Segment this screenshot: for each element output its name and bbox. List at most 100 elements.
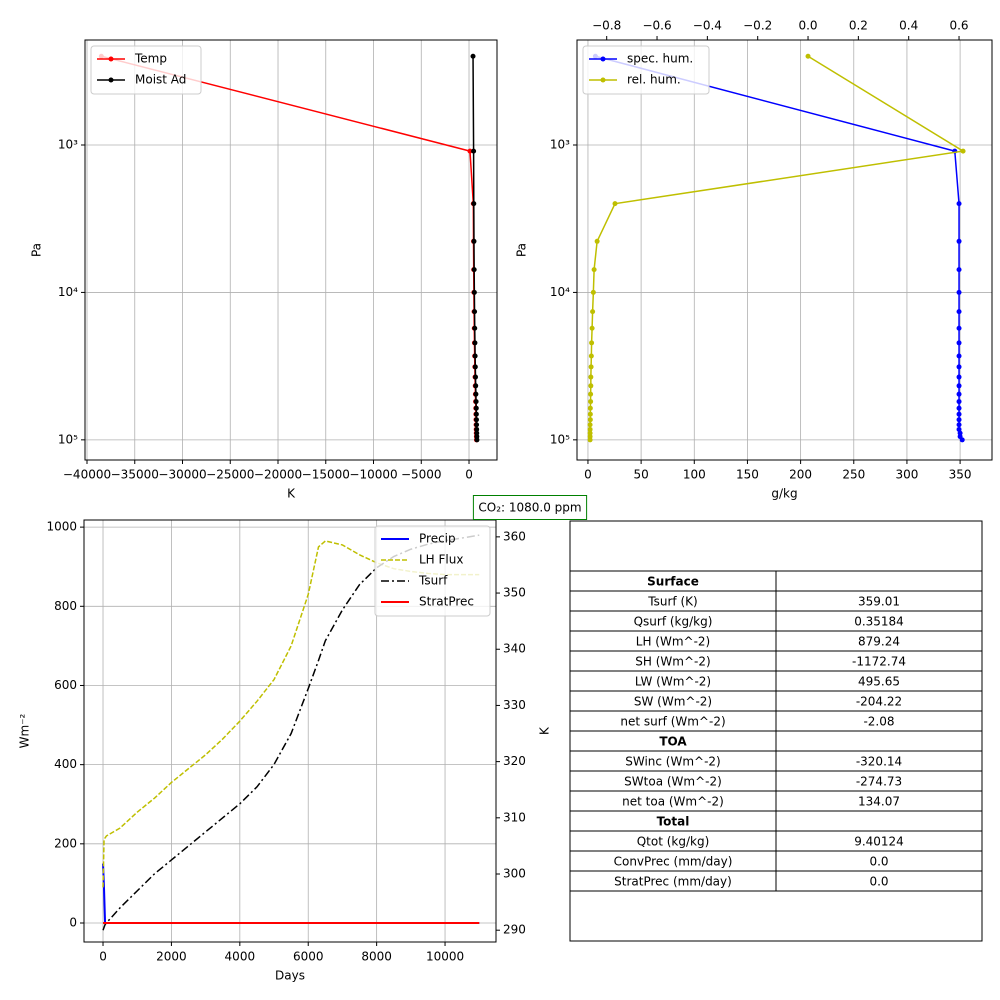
y2-tick-label: 330 <box>503 698 526 712</box>
point <box>956 309 962 315</box>
axes-frame <box>576 39 993 461</box>
point <box>590 309 596 315</box>
x2-tick-label: −0.6 <box>642 19 671 33</box>
point <box>594 238 600 244</box>
point <box>471 267 477 273</box>
table-text: 9.40124 <box>854 835 904 849</box>
point <box>591 267 597 273</box>
legend-label: Tsurf <box>418 574 448 588</box>
table-text: -204.22 <box>856 695 902 709</box>
x-tick-label: 200 <box>789 468 812 482</box>
point <box>473 391 479 397</box>
axes-frame <box>83 519 497 943</box>
point <box>956 399 962 405</box>
point <box>956 417 962 423</box>
point <box>470 53 476 59</box>
y-tick-label: 200 <box>54 836 77 850</box>
legend-box <box>90 45 202 95</box>
legend-label: spec. hum. <box>627 52 693 66</box>
legend-marker <box>600 56 606 62</box>
chart: −40000 −35000 −30000 −25000 −20000 −15000 −100… <box>30 39 498 501</box>
point <box>472 309 478 315</box>
point <box>956 201 962 207</box>
point <box>587 411 593 417</box>
x-tick-label: 300 <box>895 468 918 482</box>
point <box>588 364 594 370</box>
point <box>473 383 479 389</box>
chart: 0 50 100 150 200 250 300 350 −0.8 −0.6 −0.4 −0.2 0.0… <box>515 19 993 501</box>
point <box>589 325 595 331</box>
table-text: net toa (Wm^-2) <box>622 795 724 809</box>
x-tick-label: 150 <box>736 468 759 482</box>
legend-box <box>374 525 491 617</box>
point <box>472 325 478 331</box>
point <box>956 374 962 380</box>
point <box>473 374 479 380</box>
legend-marker <box>108 77 114 83</box>
point <box>957 430 963 436</box>
table-text: 0.0 <box>869 855 888 869</box>
x2-tick-label: −0.2 <box>743 19 772 33</box>
y2-tick-label: 340 <box>503 642 526 656</box>
y2-tick-label: 350 <box>503 586 526 600</box>
plot-area <box>587 53 966 443</box>
x-tick-label: 50 <box>633 468 648 482</box>
annotation: CO₂: 1080.0 ppm <box>478 501 581 515</box>
y-axis-label: Pa <box>515 243 529 257</box>
legend: Precip LH Flux Tsurf StratPrec <box>374 525 491 617</box>
x-tick-label: −35000 <box>111 468 159 482</box>
point <box>587 426 593 432</box>
point <box>587 422 593 428</box>
y-tick-label: 600 <box>54 678 77 692</box>
x-tick-label: 6000 <box>293 950 324 964</box>
x-axis-label: Days <box>275 969 305 983</box>
legend-label: rel. hum. <box>627 73 681 87</box>
table-section: Total <box>657 815 690 829</box>
point <box>472 340 478 346</box>
axes-frame <box>84 39 498 461</box>
plot-area <box>98 53 480 443</box>
point <box>956 422 962 428</box>
point <box>956 411 962 417</box>
x-tick-label: −15000 <box>302 468 350 482</box>
x-tick-label: 0 <box>584 468 592 482</box>
point <box>472 353 478 359</box>
annotation-box <box>472 495 588 520</box>
x-tick-label: −40000 <box>63 468 111 482</box>
x-axis-label: K <box>287 487 296 501</box>
point <box>473 417 479 423</box>
y-tick-label: 10⁵ <box>550 432 570 446</box>
point <box>956 325 962 331</box>
point <box>956 391 962 397</box>
point <box>474 437 480 443</box>
x-tick-label: 250 <box>842 468 865 482</box>
point <box>587 430 593 436</box>
point <box>588 374 594 380</box>
point <box>589 340 595 346</box>
legend-label: Temp <box>134 52 167 66</box>
table-text: Qtot (kg/kg) <box>637 835 710 849</box>
legend-marker <box>600 77 606 83</box>
legend-label: Moist Ad <box>135 73 186 87</box>
table-section: TOA <box>659 735 687 749</box>
x-tick-label: −10000 <box>349 468 397 482</box>
table-text: 359.01 <box>858 595 900 609</box>
legend-label: Precip <box>419 532 456 546</box>
x-tick-label: −25000 <box>206 468 254 482</box>
y-tick-label: 10³ <box>550 137 570 151</box>
point <box>956 353 962 359</box>
x2-tick-label: −0.8 <box>592 19 621 33</box>
table-text: Tsurf (K) <box>647 595 697 609</box>
legend-label: StratPrec <box>419 595 474 609</box>
table-cell <box>775 870 983 892</box>
y-tick-label: 0 <box>69 915 77 929</box>
x-tick-label: −30000 <box>158 468 206 482</box>
point <box>959 437 965 443</box>
point <box>588 399 594 405</box>
table-text: 879.24 <box>858 635 900 649</box>
table-text: Qsurf (kg/kg) <box>634 615 713 629</box>
x-tick-label: −20000 <box>254 468 302 482</box>
y2-tick-label: 290 <box>503 923 526 937</box>
table-text: -274.73 <box>856 775 902 789</box>
point <box>588 383 594 389</box>
